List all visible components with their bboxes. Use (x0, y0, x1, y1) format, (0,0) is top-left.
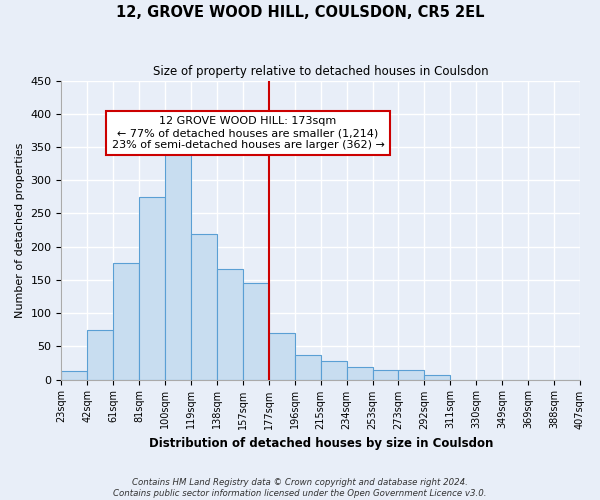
Bar (321, 361, 347, 380)
Bar (191, 234, 217, 380)
X-axis label: Distribution of detached houses by size in Coulsdon: Distribution of detached houses by size … (149, 437, 493, 450)
Bar (347, 367, 373, 380)
Text: 12 GROVE WOOD HILL: 173sqm
← 77% of detached houses are smaller (1,214)
23% of s: 12 GROVE WOOD HILL: 173sqm ← 77% of deta… (112, 116, 385, 150)
Bar (165, 154, 191, 380)
Bar (88, 330, 113, 380)
Bar (217, 268, 243, 380)
Bar (113, 264, 139, 380)
Text: 12, GROVE WOOD HILL, COULSDON, CR5 2EL: 12, GROVE WOOD HILL, COULSDON, CR5 2EL (116, 5, 484, 20)
Bar (424, 375, 451, 380)
Bar (139, 197, 165, 380)
Y-axis label: Number of detached properties: Number of detached properties (15, 142, 25, 318)
Text: Contains HM Land Registry data © Crown copyright and database right 2024.
Contai: Contains HM Land Registry data © Crown c… (113, 478, 487, 498)
Bar (398, 370, 424, 380)
Bar (269, 333, 295, 380)
Title: Size of property relative to detached houses in Coulsdon: Size of property relative to detached ho… (153, 65, 488, 78)
Bar (243, 283, 269, 380)
Bar (295, 355, 321, 380)
Bar (373, 370, 398, 380)
Bar (61, 371, 88, 380)
